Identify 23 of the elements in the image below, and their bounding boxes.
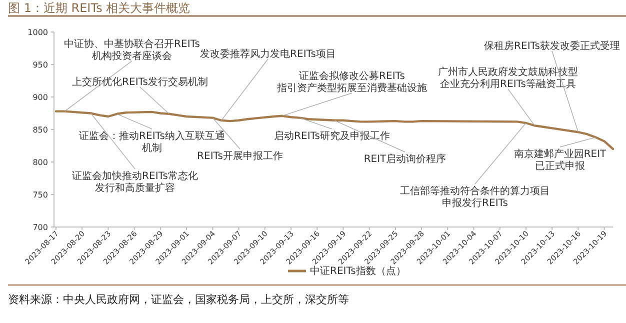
y-tick-label: 950 (32, 60, 48, 70)
annotation: 广州市人民政府发文鼓励科技型企业充分利用REITs等融资工具 (438, 66, 578, 90)
y-tick-label: 750 (32, 190, 48, 200)
y-tick-label: 900 (32, 93, 48, 102)
annotation: REITs开展申报工作 (197, 150, 283, 162)
annotation: 上交所优化REITs发行交易机制 (72, 76, 208, 88)
legend-label: 中证REITs指数（点） (310, 265, 406, 277)
chart-title: 图 1：近期 REITs 相关大事件概览 (8, 1, 190, 15)
annotation: 证监会拟修改公募REITs指引资产类型拓展至消费基础设施 (276, 70, 427, 94)
annotation: 中证协、中基协联合召开REITs机构投资者座谈会 (64, 38, 200, 62)
annotation: REIT启动询价程序 (364, 153, 446, 165)
annotation: 证监会加快推动REITs常态化发行和高质量扩容 (72, 170, 198, 194)
line-series (54, 110, 614, 150)
annotation: 保租房REITs获发改委正式受理 (484, 40, 620, 52)
annotation: 南京建邺产业园REIT已正式申报 (514, 148, 608, 172)
y-tick-label: 850 (32, 126, 48, 134)
text: 资料来源：中央人民政府网，证监会，国家税务局，上交所，深交所等 (8, 293, 349, 306)
y-tick-label: 1000 (28, 28, 48, 37)
y-tick-label: 800 (32, 158, 48, 167)
annotation: 发改委推荐风力发电REITs项目 (200, 48, 336, 60)
annotation: 工信部等推动符合条件的算力项目申报发行REITs (400, 185, 550, 209)
annotation: 启动REITs研究及申报工作 (274, 130, 390, 142)
y-tick-label: 700 (32, 223, 48, 232)
